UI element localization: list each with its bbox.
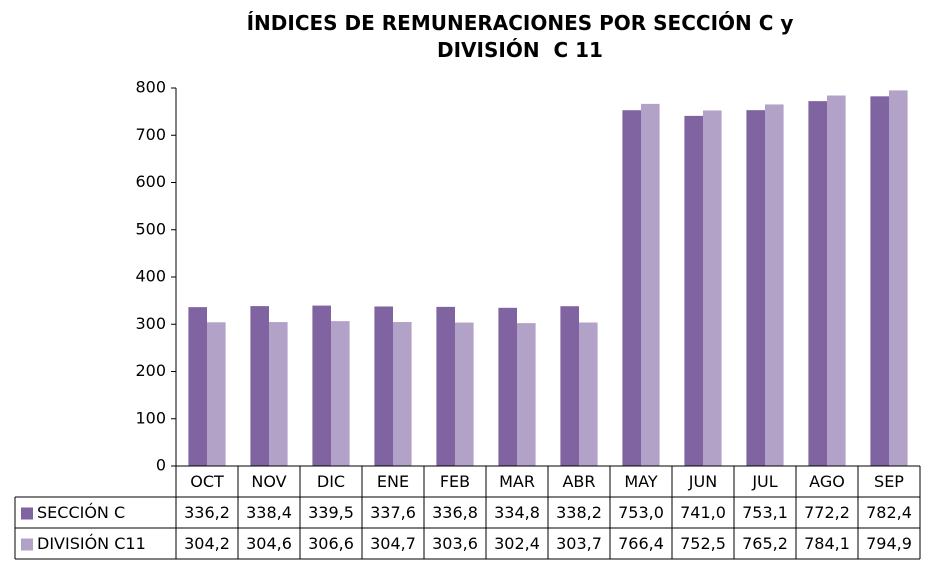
legend-label: DIVISIÓN C11 xyxy=(37,534,146,553)
y-tick-label: 300 xyxy=(135,314,166,333)
bar xyxy=(827,95,846,466)
chart-title: ÍNDICES DE REMUNERACIONES POR SECCIÓN C … xyxy=(246,11,801,62)
bar xyxy=(622,110,641,467)
table-value: 306,6 xyxy=(308,534,354,553)
table-value: 304,6 xyxy=(246,534,292,553)
table-value: 772,2 xyxy=(804,503,850,522)
table-value: 302,4 xyxy=(494,534,540,553)
legend-swatch xyxy=(21,538,33,551)
bar xyxy=(703,110,722,466)
table-value: 336,2 xyxy=(184,503,230,522)
bar xyxy=(312,305,331,466)
table-value: 303,6 xyxy=(432,534,478,553)
bar xyxy=(250,306,269,466)
table-value: 741,0 xyxy=(680,503,726,522)
table-value: 339,5 xyxy=(308,503,354,522)
y-tick-label: 700 xyxy=(135,125,166,144)
y-tick-label: 500 xyxy=(135,219,166,238)
x-tick-label: DIC xyxy=(317,472,345,491)
table-value: 784,1 xyxy=(804,534,850,553)
x-tick-label: OCT xyxy=(190,472,224,491)
table-value: 766,4 xyxy=(618,534,664,553)
y-tick-label: 200 xyxy=(135,361,166,380)
table-value: 782,4 xyxy=(866,503,912,522)
bar xyxy=(684,115,703,466)
table-value: 303,7 xyxy=(556,534,602,553)
bar xyxy=(641,103,660,466)
bar xyxy=(765,104,784,467)
bar xyxy=(579,322,598,466)
table-value: 794,9 xyxy=(866,534,912,553)
table-value: 338,4 xyxy=(246,503,292,522)
y-tick-label: 800 xyxy=(135,78,166,97)
x-tick-label: JUN xyxy=(688,472,717,491)
x-tick-label: MAY xyxy=(624,472,658,491)
bar xyxy=(436,306,455,466)
x-tick-label: NOV xyxy=(251,472,286,491)
table-value: 753,0 xyxy=(618,503,664,522)
bar xyxy=(746,110,765,466)
bar xyxy=(269,322,288,466)
bar xyxy=(455,322,474,466)
bar xyxy=(560,306,579,466)
table-value: 304,7 xyxy=(370,534,416,553)
y-tick-label: 100 xyxy=(135,408,166,427)
bar xyxy=(331,321,350,466)
x-tick-label: JUL xyxy=(751,472,777,491)
bar xyxy=(374,306,393,466)
x-tick-label: AGO xyxy=(809,472,845,491)
legend-label: SECCIÓN C xyxy=(37,503,125,522)
x-tick-label: ENE xyxy=(377,472,409,491)
table-value: 753,1 xyxy=(742,503,788,522)
x-tick-label: SEP xyxy=(874,472,904,491)
x-tick-label: FEB xyxy=(440,472,470,491)
bar xyxy=(188,307,207,466)
x-tick-label: ABR xyxy=(562,472,595,491)
bar xyxy=(870,96,889,466)
table-value: 338,2 xyxy=(556,503,602,522)
legend-swatch xyxy=(21,507,33,520)
table-value: 765,2 xyxy=(742,534,788,553)
table-value: 334,8 xyxy=(494,503,540,522)
table-value: 752,5 xyxy=(680,534,726,553)
bar xyxy=(393,322,412,466)
bar xyxy=(517,323,536,466)
table-value: 337,6 xyxy=(370,503,416,522)
y-tick-label: 600 xyxy=(135,172,166,191)
table-value: 304,2 xyxy=(184,534,230,553)
bar xyxy=(889,90,908,466)
x-tick-label: MAR xyxy=(499,472,535,491)
bar xyxy=(808,101,827,466)
y-tick-label: 0 xyxy=(156,456,166,475)
bar xyxy=(498,307,517,466)
table-value: 336,8 xyxy=(432,503,478,522)
y-tick-label: 400 xyxy=(135,267,166,286)
bar xyxy=(207,322,226,466)
